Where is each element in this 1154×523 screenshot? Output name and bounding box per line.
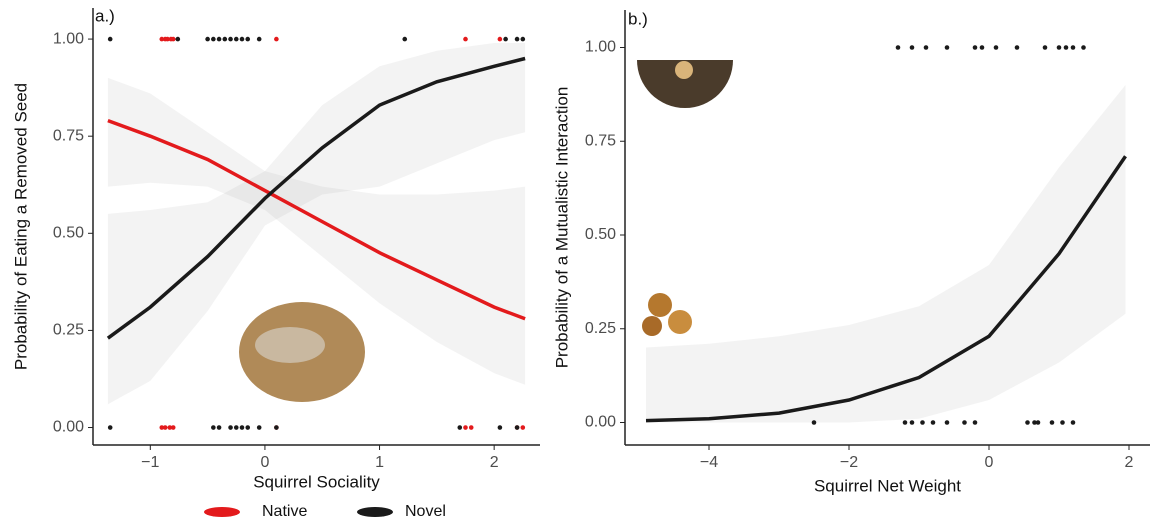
data-point (515, 37, 520, 42)
data-point (1081, 45, 1086, 50)
data-point (521, 425, 526, 430)
data-point (211, 425, 216, 430)
y-axis-title: Probability of a Mutualistic Interaction (552, 87, 571, 369)
data-point (903, 420, 908, 425)
data-point (910, 45, 915, 50)
data-point (980, 45, 985, 50)
x-tick-label: 2 (1125, 454, 1134, 471)
data-point (521, 37, 526, 42)
data-point (1015, 45, 1020, 50)
y-axis-title: Probability of Eating a Removed Seed (11, 83, 30, 370)
data-point (945, 420, 950, 425)
x-tick-label: −1 (141, 454, 159, 471)
data-point (920, 420, 925, 425)
seed-in-soil (675, 61, 693, 79)
y-tick-label: 0.25 (53, 322, 84, 339)
data-point (257, 425, 262, 430)
data-point (171, 425, 176, 430)
data-point (274, 37, 279, 42)
data-point (240, 37, 245, 42)
data-point (1060, 420, 1065, 425)
data-point (1071, 45, 1076, 50)
data-point (234, 425, 239, 430)
legend-label: Native (262, 503, 307, 520)
chart: Native Novel 0.00 0.25 0.50 0.75 1.00 −1 0 1 2 Sq… (0, 0, 1154, 523)
data-point (910, 420, 915, 425)
data-point (1036, 420, 1041, 425)
y-tick-label: 0.00 (585, 414, 616, 431)
seed-shell (668, 310, 692, 334)
x-tick-label: 2 (490, 454, 499, 471)
data-point (1050, 420, 1055, 425)
data-point (463, 37, 468, 42)
data-point (931, 420, 936, 425)
x-tick-label: 1 (375, 454, 384, 471)
panel-label: a.) (95, 6, 115, 25)
x-tick-label: −4 (700, 454, 718, 471)
data-point (973, 45, 978, 50)
data-point (228, 37, 233, 42)
data-point (896, 45, 901, 50)
data-point (503, 37, 508, 42)
data-point (498, 425, 503, 430)
data-point (1043, 45, 1048, 50)
data-point (217, 425, 222, 430)
legend-label: Novel (405, 503, 446, 520)
y-tick-label: 0.75 (585, 132, 616, 149)
data-point (1057, 45, 1062, 50)
data-point (257, 37, 262, 42)
page: {"chart_data":[ {"type":"line","panel_la… (0, 0, 1154, 523)
y-tick-label: 1.00 (53, 30, 84, 47)
seed-shell (642, 316, 662, 336)
legend-swatch (357, 507, 393, 517)
y-tick-label: 0.00 (53, 419, 84, 436)
y-tick-label: 1.00 (585, 39, 616, 56)
data-point (274, 425, 279, 430)
data-point (223, 37, 228, 42)
x-tick-label: −2 (840, 454, 858, 471)
data-point (463, 425, 468, 430)
x-axis-title: Squirrel Sociality (253, 472, 380, 491)
data-point (498, 37, 503, 42)
data-point (962, 420, 967, 425)
data-point (205, 37, 210, 42)
data-point (108, 425, 113, 430)
data-point (211, 37, 216, 42)
x-axis-title: Squirrel Net Weight (814, 476, 961, 495)
seed-shell (648, 293, 672, 317)
data-point (973, 420, 978, 425)
confidence-band (646, 85, 1126, 423)
data-point (1064, 45, 1069, 50)
data-point (217, 37, 222, 42)
y-tick-label: 0.25 (585, 320, 616, 337)
data-point (457, 425, 462, 430)
data-point (1025, 420, 1030, 425)
y-tick-label: 0.75 (53, 127, 84, 144)
y-tick-label: 0.50 (53, 225, 84, 242)
data-point (163, 425, 168, 430)
legend-swatch (204, 507, 240, 517)
data-point (108, 37, 113, 42)
data-point (402, 37, 407, 42)
data-point (176, 37, 181, 42)
x-tick-label: 0 (260, 454, 269, 471)
panel-label: b.) (628, 9, 648, 28)
data-point (945, 45, 950, 50)
data-point (171, 37, 176, 42)
data-point (812, 420, 817, 425)
data-point (228, 425, 233, 430)
data-point (240, 425, 245, 430)
squirrel-photo-detail (255, 327, 325, 363)
data-point (994, 45, 999, 50)
data-point (515, 425, 520, 430)
data-point (469, 425, 474, 430)
data-point (234, 37, 239, 42)
data-point (245, 37, 250, 42)
data-point (924, 45, 929, 50)
data-point (245, 425, 250, 430)
y-tick-label: 0.50 (585, 226, 616, 243)
data-point (1071, 420, 1076, 425)
x-tick-label: 0 (985, 454, 994, 471)
